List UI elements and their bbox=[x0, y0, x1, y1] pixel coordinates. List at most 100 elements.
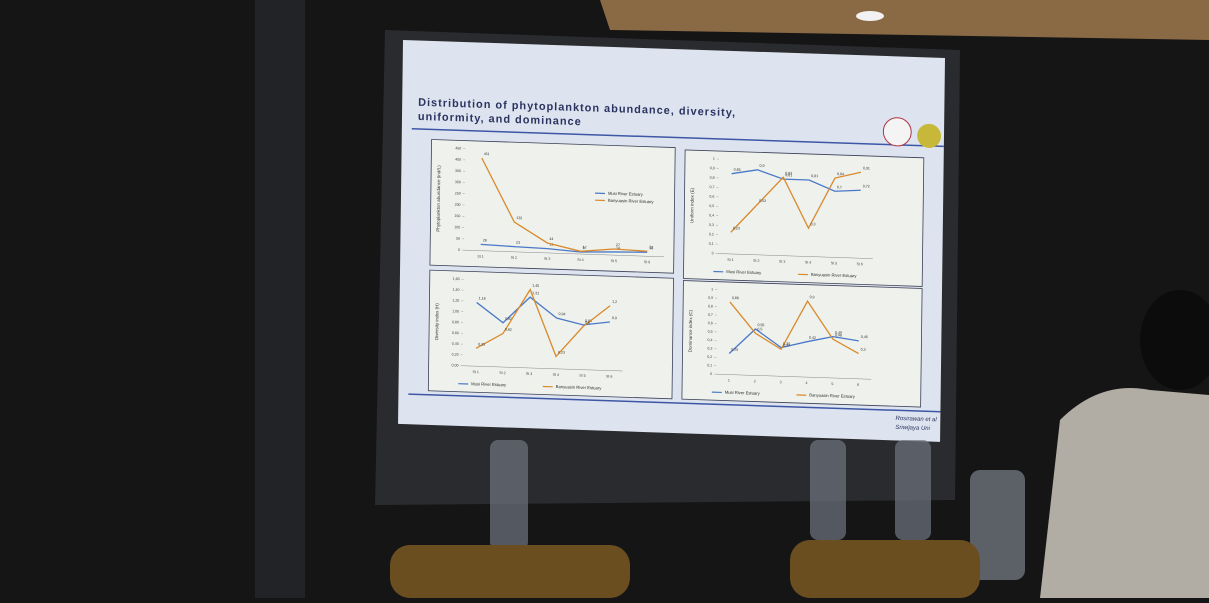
y-tick-label: 1,00 bbox=[452, 309, 459, 313]
y-axis-label: Diversity index (H) bbox=[434, 303, 439, 341]
data-label: 1,2 bbox=[612, 300, 617, 304]
y-tick-label: 0,00 bbox=[451, 363, 458, 367]
data-label: 0,3 bbox=[861, 348, 866, 352]
data-label: 0,25 bbox=[731, 347, 738, 351]
y-tick-label: 0,9 bbox=[710, 166, 715, 170]
x-tick-label: St 3 bbox=[526, 372, 532, 376]
x-tick-label: 6 bbox=[857, 383, 859, 387]
data-label: 28 bbox=[483, 238, 487, 242]
data-label: 0,53 bbox=[759, 199, 766, 203]
data-label: 0,8 bbox=[585, 320, 590, 324]
data-label: 1,45 bbox=[532, 284, 539, 288]
y-tick-label: 0,7 bbox=[709, 185, 714, 189]
person bbox=[1040, 388, 1209, 598]
lamp bbox=[856, 11, 884, 21]
data-label: 23 bbox=[516, 241, 520, 245]
data-label: 0,42 bbox=[809, 336, 816, 340]
y-tick-label: 450 bbox=[455, 146, 461, 150]
y-tick-label: 300 bbox=[455, 180, 461, 184]
bottle bbox=[490, 440, 528, 550]
x-tick-label: St 1 bbox=[473, 370, 479, 374]
data-label: 132 bbox=[516, 216, 522, 220]
y-axis-label: Dominance index (C) bbox=[688, 309, 694, 352]
y-tick-label: 1,60 bbox=[453, 277, 460, 281]
y-tick-label: 150 bbox=[454, 214, 460, 218]
x-tick-label: St 2 bbox=[511, 256, 517, 260]
x-tick-label: 1 bbox=[728, 379, 730, 383]
data-label: 0,45 bbox=[861, 335, 868, 339]
y-tick-label: 0,3 bbox=[709, 223, 714, 227]
data-label: 0,86 bbox=[732, 296, 739, 300]
y-tick-label: 0,5 bbox=[709, 204, 714, 208]
chart-panel bbox=[428, 270, 673, 399]
y-tick-label: 0,6 bbox=[708, 321, 713, 325]
x-tick-label: St 1 bbox=[477, 255, 483, 259]
x-tick-label: St 5 bbox=[611, 259, 617, 263]
y-tick-label: 0,80 bbox=[452, 320, 459, 324]
x-tick-label: St 6 bbox=[644, 260, 650, 264]
x-tick-label: St 1 bbox=[727, 258, 733, 262]
y-tick-label: 0,4 bbox=[708, 338, 713, 342]
x-tick-label: St 4 bbox=[805, 260, 811, 264]
chart: Uniform index (E)00,10,20,30,40,50,60,70… bbox=[683, 150, 923, 287]
data-label: 0,23 bbox=[733, 226, 740, 230]
x-tick-label: St 4 bbox=[553, 373, 559, 377]
data-label: 0,9 bbox=[810, 295, 815, 299]
logo bbox=[883, 117, 911, 146]
y-tick-label: 50 bbox=[456, 237, 460, 241]
data-label: 0,94 bbox=[559, 312, 566, 316]
bottle bbox=[895, 440, 931, 540]
y-tick-label: 0,20 bbox=[452, 352, 459, 356]
y-tick-label: 1,20 bbox=[452, 298, 459, 302]
chart: Phytoplankton abundance (ind/L)050100150… bbox=[430, 139, 675, 273]
y-tick-label: 400 bbox=[455, 158, 461, 162]
data-label: 0,72 bbox=[863, 184, 870, 188]
y-tick-label: 0,1 bbox=[709, 242, 714, 246]
y-tick-label: 0,2 bbox=[707, 355, 712, 359]
y-tick-label: 0,8 bbox=[708, 304, 713, 308]
y-tick-label: 350 bbox=[455, 169, 461, 173]
data-label: 411 bbox=[484, 152, 490, 156]
data-label: 0,32 bbox=[783, 343, 790, 347]
y-tick-label: 200 bbox=[455, 203, 461, 207]
x-tick-label: St 4 bbox=[577, 258, 583, 262]
data-label: 0,46 bbox=[835, 333, 842, 337]
y-tick-label: 1,40 bbox=[452, 288, 459, 292]
y-tick-label: 0,7 bbox=[708, 313, 713, 317]
y-tick-label: 0,1 bbox=[707, 363, 712, 367]
y-tick-label: 0,2 bbox=[709, 232, 714, 236]
data-label: 1,18 bbox=[479, 296, 486, 300]
credit: Sriwijaya Uni bbox=[895, 425, 930, 432]
bottle bbox=[810, 440, 846, 540]
x-tick-label: St 2 bbox=[499, 371, 505, 375]
x-tick-label: St 3 bbox=[544, 257, 550, 261]
data-label: 22 bbox=[649, 245, 653, 249]
x-tick-label: 2 bbox=[754, 379, 756, 383]
x-tick-label: St 2 bbox=[753, 259, 759, 263]
data-label: 0,7 bbox=[837, 185, 842, 189]
y-tick-label: 0 bbox=[710, 372, 712, 376]
x-tick-label: St 6 bbox=[857, 262, 863, 266]
chart: Dominance index (C) 0 0,1 0,2 0,3 0,4 0,5 0,6 0,… bbox=[682, 281, 922, 408]
data-label: 44 bbox=[549, 237, 553, 241]
y-tick-label: 1 bbox=[713, 157, 715, 161]
data-label: 0,5 bbox=[757, 327, 762, 331]
y-tick-label: 0 bbox=[712, 251, 714, 255]
y-tick-label: 0,60 bbox=[452, 331, 459, 335]
data-label: 0,3 bbox=[811, 222, 816, 226]
y-tick-label: 0,8 bbox=[710, 176, 715, 180]
data-label: 0,62 bbox=[505, 328, 512, 332]
data-label: 0,81 bbox=[811, 174, 818, 178]
x-tick-label: St 3 bbox=[779, 260, 785, 264]
y-tick-label: 100 bbox=[454, 225, 460, 229]
y-tick-label: 250 bbox=[455, 191, 461, 195]
x-tick-label: 3 bbox=[780, 380, 782, 384]
x-tick-label: St 6 bbox=[606, 374, 612, 378]
data-label: 0,23 bbox=[558, 350, 565, 354]
y-tick-label: 0,5 bbox=[708, 330, 713, 334]
chart-panel bbox=[682, 281, 922, 408]
chair bbox=[790, 540, 980, 598]
y-tick-label: 0,4 bbox=[709, 213, 714, 217]
chair bbox=[390, 545, 630, 598]
